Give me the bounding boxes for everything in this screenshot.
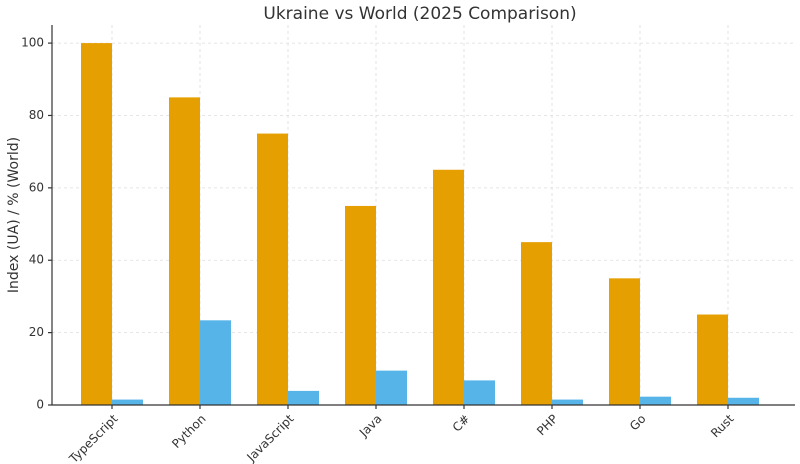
x-tick-label: C# — [450, 412, 473, 435]
bar — [433, 169, 464, 405]
bar — [464, 380, 495, 405]
bar — [112, 399, 143, 405]
x-tick-label: Python — [169, 412, 208, 451]
y-tick-label: 40 — [29, 253, 44, 267]
x-tick-label: Go — [627, 412, 649, 434]
chart-title: Ukraine vs World (2025 Comparison) — [263, 4, 576, 24]
y-axis-label: Index (UA) / % (World) — [6, 137, 22, 293]
x-tick-label: PHP — [534, 412, 561, 439]
bar — [288, 390, 319, 405]
y-tick-label: 0 — [36, 398, 44, 412]
x-tick-label: JavaScript — [243, 411, 296, 464]
bar — [640, 396, 671, 405]
bar — [521, 242, 552, 405]
y-tick-label: 20 — [29, 325, 44, 339]
bar — [609, 278, 640, 405]
bar — [728, 397, 759, 405]
x-tick-label: TypeScript — [66, 411, 121, 464]
bar — [376, 370, 407, 405]
bar — [697, 314, 728, 405]
bar — [81, 43, 112, 405]
y-tick-label: 60 — [29, 180, 44, 194]
bar — [345, 205, 376, 405]
bar — [552, 399, 583, 405]
x-tick-label: Rust — [708, 411, 737, 440]
bar — [257, 133, 288, 406]
bar — [169, 97, 200, 405]
x-tick-label: Java — [356, 412, 385, 441]
y-tick-label: 100 — [21, 36, 44, 50]
y-tick-label: 80 — [29, 108, 44, 122]
bar — [200, 320, 231, 405]
